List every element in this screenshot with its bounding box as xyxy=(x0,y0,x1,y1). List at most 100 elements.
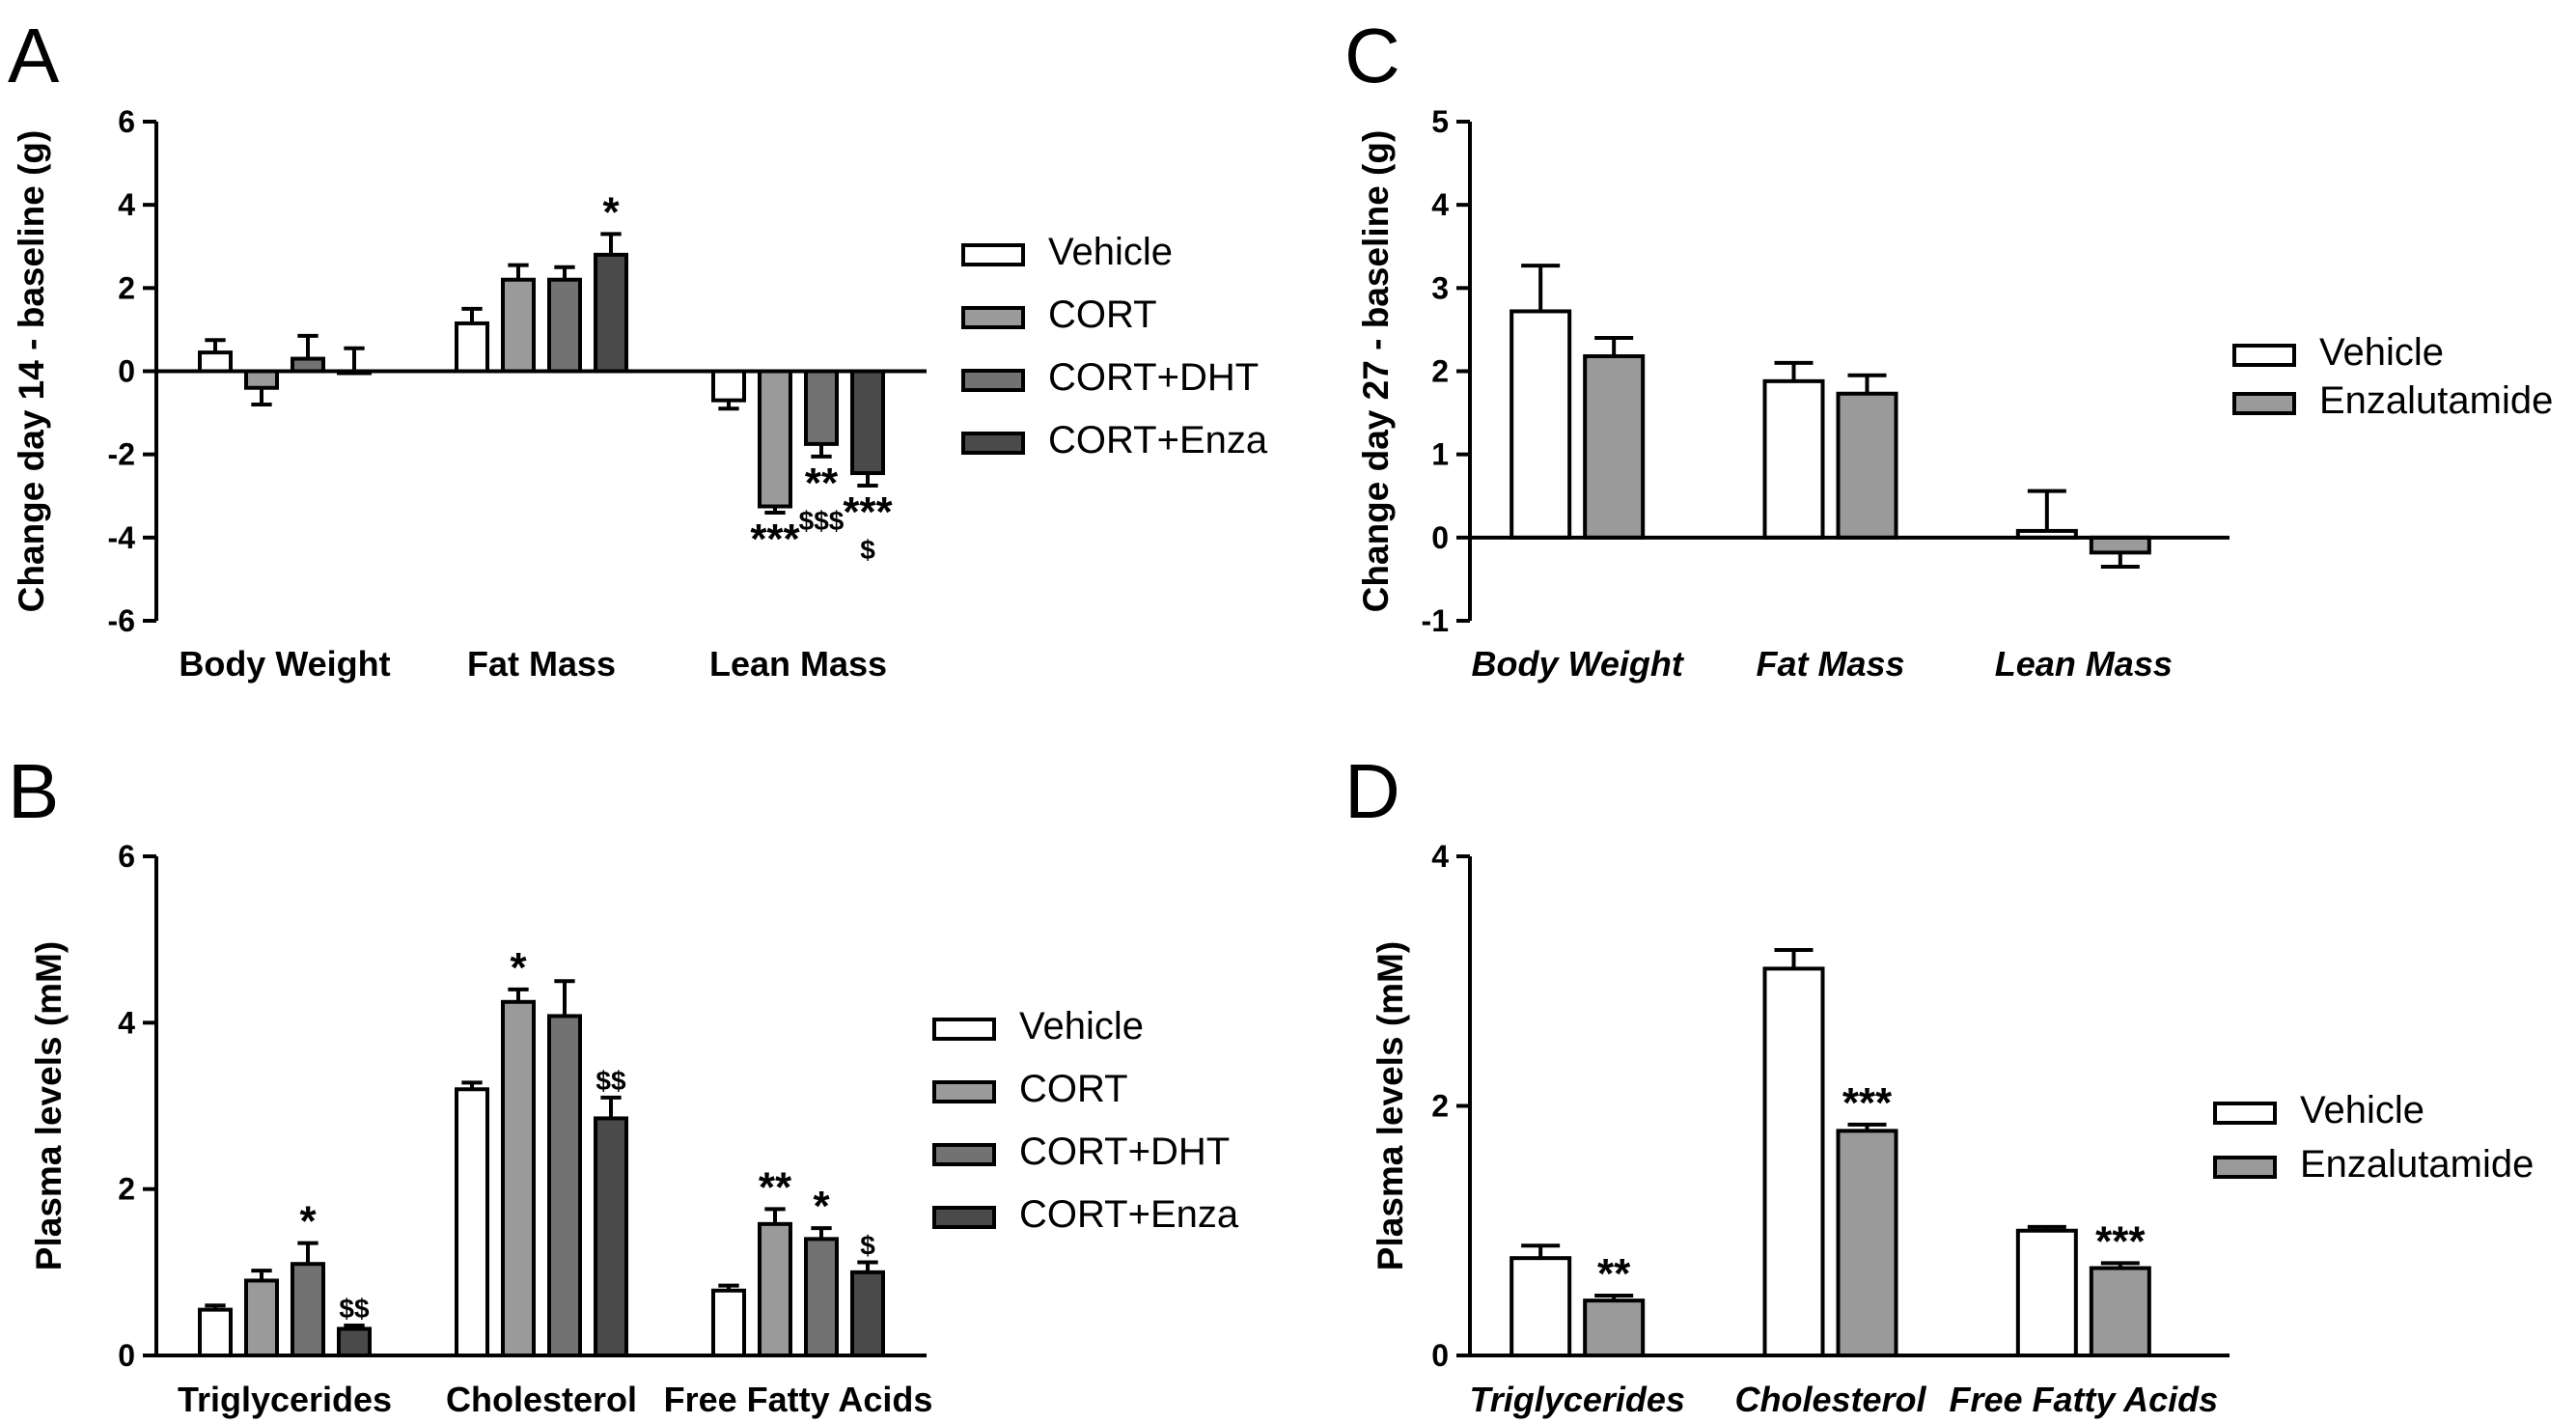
y-tick-label: 2 xyxy=(1431,1089,1449,1124)
bar-cort xyxy=(501,999,536,1357)
significance-annotation: $ xyxy=(860,1230,875,1260)
y-tick-label: 6 xyxy=(118,104,135,139)
bar-cort-dht xyxy=(547,277,582,374)
bar-cort-dht xyxy=(804,369,839,446)
panel-letter: C xyxy=(1344,13,1400,98)
bar-vehicle xyxy=(198,1307,233,1357)
y-tick-label: -6 xyxy=(108,603,135,638)
y-axis-label: Change day 14 - baseline (g) xyxy=(12,130,51,613)
bar-cort-enza xyxy=(850,369,885,476)
legend-label: CORT+Enza xyxy=(1048,419,1268,461)
legend-swatch xyxy=(932,1080,996,1103)
panel-b: B Plasma levels (mM) 0 2 4 6 * $$ Triglycerides *… xyxy=(8,748,1239,1419)
bar-cort xyxy=(758,1221,792,1358)
legend-swatch xyxy=(932,1018,996,1041)
x-category-label: Triglycerides xyxy=(178,1380,392,1419)
y-tick-label: 2 xyxy=(118,270,135,305)
significance-annotation: ** xyxy=(805,460,839,507)
legend-swatch xyxy=(2232,344,2296,367)
legend-label: CORT+DHT xyxy=(1048,356,1259,399)
x-category-label: Triglycerides xyxy=(1469,1380,1684,1419)
bar-cort xyxy=(758,369,792,509)
x-category-label: Free Fatty Acids xyxy=(664,1380,933,1419)
y-axis-label: Plasma levels (mM) xyxy=(1371,941,1410,1270)
significance-annotation: ** xyxy=(1597,1250,1631,1298)
y-tick-label: 1 xyxy=(1431,437,1449,472)
y-tick-label: 0 xyxy=(1431,520,1449,555)
bar-vehicle xyxy=(1762,966,1825,1357)
y-tick-label: 2 xyxy=(118,1172,135,1207)
panel-c: C Change day 27 - baseline (g) -1 0 1 2 3 4 5 Bod… xyxy=(1344,13,2553,684)
y-axis-label: Plasma levels (mM) xyxy=(29,941,69,1270)
y-tick-label: 0 xyxy=(118,354,135,389)
significance-annotation: *** xyxy=(843,489,893,536)
legend-label: CORT+Enza xyxy=(1019,1193,1239,1236)
y-tick-label: 5 xyxy=(1431,104,1449,139)
bar-enzalutamide xyxy=(2089,1266,2151,1358)
legend-label: Vehicle xyxy=(2319,331,2444,374)
legend-swatch xyxy=(961,306,1025,329)
legend-swatch xyxy=(961,369,1025,392)
legend-swatch xyxy=(2232,392,2296,415)
y-tick-label: 4 xyxy=(118,187,135,222)
x-category-label: Free Fatty Acids xyxy=(1949,1380,2218,1419)
y-tick-label: -2 xyxy=(108,437,135,472)
x-category-label: Lean Mass xyxy=(709,644,887,684)
bar-vehicle xyxy=(1510,309,1572,540)
significance-annotation: *** xyxy=(750,516,800,563)
y-tick-label: 3 xyxy=(1431,270,1449,305)
legend-label: Vehicle xyxy=(2300,1089,2424,1131)
bar-enzalutamide xyxy=(1583,353,1646,540)
bar-cort xyxy=(501,277,536,374)
panel-d: D Plasma levels (mM) 0 2 4 ** Triglycerides ***… xyxy=(1344,748,2534,1419)
legend-swatch xyxy=(2213,1156,2277,1179)
significance-annotation: * xyxy=(510,944,527,991)
bar-vehicle xyxy=(1762,378,1825,540)
x-category-label: Fat Mass xyxy=(467,644,616,684)
x-category-label: Lean Mass xyxy=(1995,644,2173,684)
bar-cort-dht xyxy=(804,1237,839,1358)
bar-cort-dht xyxy=(291,1262,325,1358)
bar-cort-enza xyxy=(337,1326,372,1357)
panel-letter: A xyxy=(8,13,60,98)
y-tick-label: 0 xyxy=(118,1338,135,1373)
legend-label: CORT xyxy=(1019,1068,1128,1110)
bar-enzalutamide xyxy=(2089,535,2151,555)
bar-cort-dht xyxy=(547,1014,582,1357)
legend-swatch xyxy=(932,1206,996,1229)
legend-label: Enzalutamide xyxy=(2319,379,2553,422)
bar-vehicle xyxy=(711,369,746,403)
bar-vehicle xyxy=(1510,1256,1572,1358)
panel-a: A Change day 14 - baseline (g) -6 -4 -2 0 2 4 6 B… xyxy=(8,13,1268,684)
legend-label: Vehicle xyxy=(1048,231,1173,273)
bar-cort-enza xyxy=(594,1116,628,1358)
y-tick-label: 0 xyxy=(1431,1338,1449,1373)
bar-enzalutamide xyxy=(1583,1298,1646,1358)
y-tick-label: 2 xyxy=(1431,354,1449,389)
panel-letter: D xyxy=(1344,748,1400,834)
significance-annotation: $$ xyxy=(339,1294,370,1324)
significance-annotation: *** xyxy=(1842,1079,1893,1127)
significance-annotation: ** xyxy=(759,1163,792,1211)
significance-annotation: $ xyxy=(860,535,875,565)
bar-enzalutamide xyxy=(1836,391,1898,540)
bar-cort xyxy=(244,1278,279,1357)
x-category-label: Body Weight xyxy=(179,644,390,684)
bar-cort xyxy=(244,369,279,390)
bar-cort-enza xyxy=(850,1270,885,1358)
legend-swatch xyxy=(961,243,1025,266)
legend-label: CORT xyxy=(1048,293,1157,336)
y-tick-label: 4 xyxy=(1431,839,1449,874)
bar-vehicle xyxy=(455,1087,489,1358)
significance-annotation: $$ xyxy=(596,1066,626,1096)
bar-vehicle xyxy=(455,321,489,374)
bar-cort-enza xyxy=(594,252,628,374)
legend-swatch xyxy=(932,1143,996,1166)
bar-vehicle xyxy=(711,1288,746,1358)
x-category-label: Body Weight xyxy=(1472,644,1685,684)
y-tick-label: -1 xyxy=(1422,603,1449,638)
y-tick-label: -4 xyxy=(108,520,136,555)
x-category-label: Fat Mass xyxy=(1756,644,1904,684)
bar-enzalutamide xyxy=(1836,1129,1898,1357)
